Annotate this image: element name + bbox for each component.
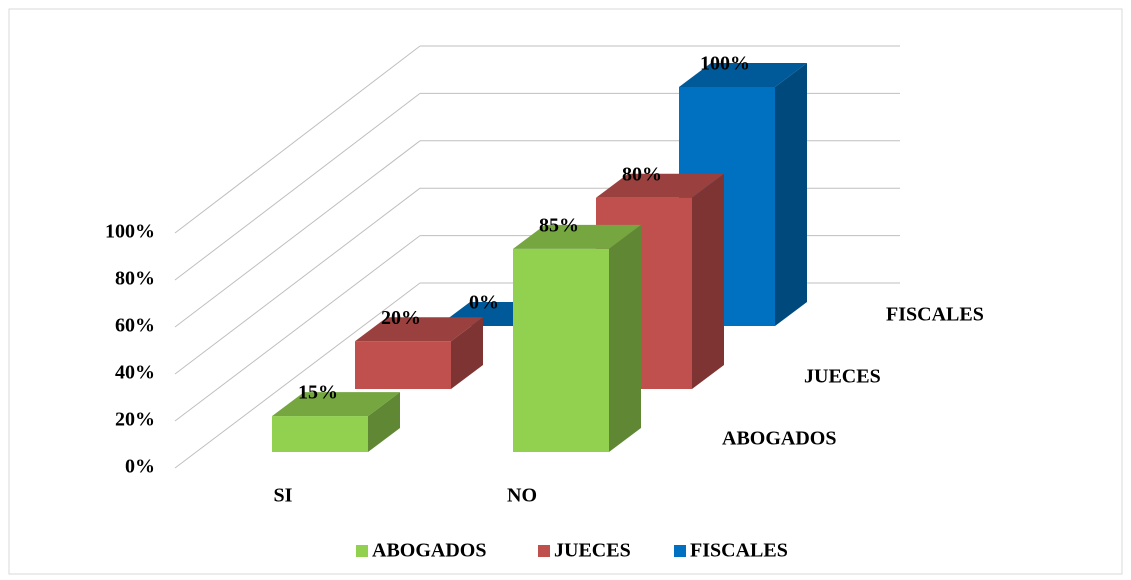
bar-top [272,392,400,417]
legend-swatch [674,545,686,557]
legend-label: JUECES [554,540,631,562]
grid-line [174,282,421,469]
bar-front [355,341,451,389]
legend-label: FISCALES [690,540,788,562]
x-tick-label: NO [507,485,537,507]
legend-label: ABOGADOS [372,540,486,562]
y-tick-label: 80% [115,268,155,290]
legend-swatch [538,545,550,557]
grid-line [174,45,421,234]
bar [513,224,641,452]
bar [272,392,400,452]
grid-line [174,235,421,422]
bar-side [609,224,641,452]
data-label: 0% [469,292,499,314]
y-tick-label: 0% [125,456,155,478]
bar-top [596,173,724,198]
depth-axis-label: JUECES [804,366,881,388]
bar-top [679,63,807,87]
data-label: 100% [700,53,750,75]
y-tick-label: 60% [115,315,155,337]
y-tick-label: 20% [115,409,155,431]
bar-side [368,392,400,452]
x-tick-label: SI [274,485,293,507]
bar-front [272,416,368,452]
data-label: 20% [381,307,421,329]
bar-side [692,173,724,389]
bar-top [355,317,483,342]
grid-line [174,140,421,328]
bar-top [513,224,641,249]
bar [355,317,483,389]
data-label: 15% [298,382,338,404]
y-tick-label: 100% [105,221,155,243]
legend-swatch [356,545,368,557]
bar-front [513,248,609,452]
bar-side [451,317,483,389]
depth-axis-label: ABOGADOS [722,428,836,450]
data-label: 80% [622,163,662,185]
grid-line [174,187,421,375]
y-tick-label: 40% [115,362,155,384]
data-label: 85% [539,214,579,236]
bar-side [775,63,807,326]
depth-axis-label: FISCALES [886,304,984,326]
grid-line [174,93,421,281]
